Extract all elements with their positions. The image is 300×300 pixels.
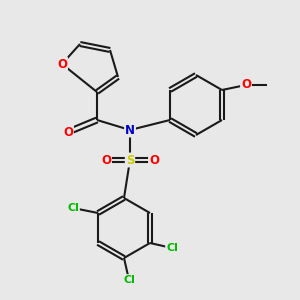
Text: S: S xyxy=(126,154,134,166)
Text: O: O xyxy=(57,58,67,70)
Text: N: N xyxy=(125,124,135,136)
Text: O: O xyxy=(63,125,73,139)
Text: O: O xyxy=(101,154,111,166)
Text: Cl: Cl xyxy=(67,203,79,213)
Text: Cl: Cl xyxy=(166,243,178,253)
Text: O: O xyxy=(241,79,251,92)
Text: Cl: Cl xyxy=(123,275,135,285)
Text: O: O xyxy=(149,154,159,166)
